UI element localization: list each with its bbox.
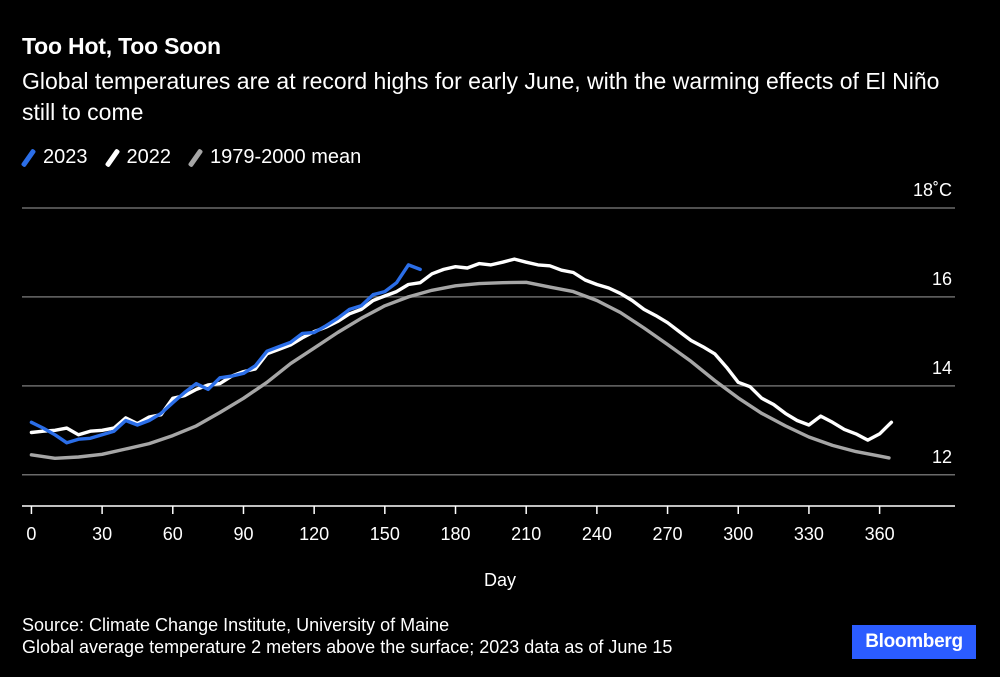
legend-item-mean: 1979-2000 mean: [187, 146, 362, 169]
legend-label-2023: 2023: [43, 146, 88, 168]
x-tick-label-210: 210: [511, 524, 541, 544]
legend-label-mean: 1979-2000 mean: [210, 146, 362, 168]
x-tick-label-60: 60: [163, 524, 183, 544]
legend-item-2022: 2022: [104, 146, 172, 169]
x-tick-label-330: 330: [794, 524, 824, 544]
series-line-2022: [29, 257, 894, 442]
x-tick-label-180: 180: [440, 524, 470, 544]
series-lines: [29, 257, 894, 460]
x-tick-label-240: 240: [582, 524, 612, 544]
x-tick-label-270: 270: [653, 524, 683, 544]
y-tick-labels: 12 14 16 18˚C: [913, 180, 952, 467]
x-axis: 0 30 60 90 120 150 180 210 240 270 300 330 360: [22, 505, 955, 544]
chart-subtitle: Global temperatures are at record highs …: [22, 68, 940, 125]
y-tick-label-12: 12: [932, 447, 952, 467]
x-tick-label-150: 150: [370, 524, 400, 544]
gridlines: [22, 207, 955, 476]
x-tick-label-360: 360: [865, 524, 895, 544]
chart-title: Too Hot, Too Soon: [22, 33, 221, 59]
x-tick-label-30: 30: [92, 524, 112, 544]
x-axis-label: Day: [484, 570, 516, 590]
y-tick-label-18: 18˚C: [913, 180, 952, 200]
y-tick-label-14: 14: [932, 358, 952, 378]
y-tick-label-16: 16: [932, 269, 952, 289]
x-tick-label-300: 300: [723, 524, 753, 544]
series-line-2023: [29, 263, 422, 445]
legend: 2023 2022 1979-2000 mean: [20, 146, 379, 169]
x-tick-label-120: 120: [299, 524, 329, 544]
x-tick-label-0: 0: [26, 524, 36, 544]
legend-item-2023: 2023: [20, 146, 88, 169]
x-tick-label-90: 90: [233, 524, 253, 544]
source-text: Source: Climate Change Institute, Univer…: [22, 615, 450, 635]
series-line-1979-2000-mean: [29, 280, 891, 460]
bloomberg-logo: Bloomberg: [852, 625, 976, 659]
footnote-text: Global average temperature 2 meters abov…: [22, 637, 673, 657]
source-note: Source: Climate Change Institute, Univer…: [22, 614, 672, 658]
legend-label-2022: 2022: [126, 146, 172, 168]
